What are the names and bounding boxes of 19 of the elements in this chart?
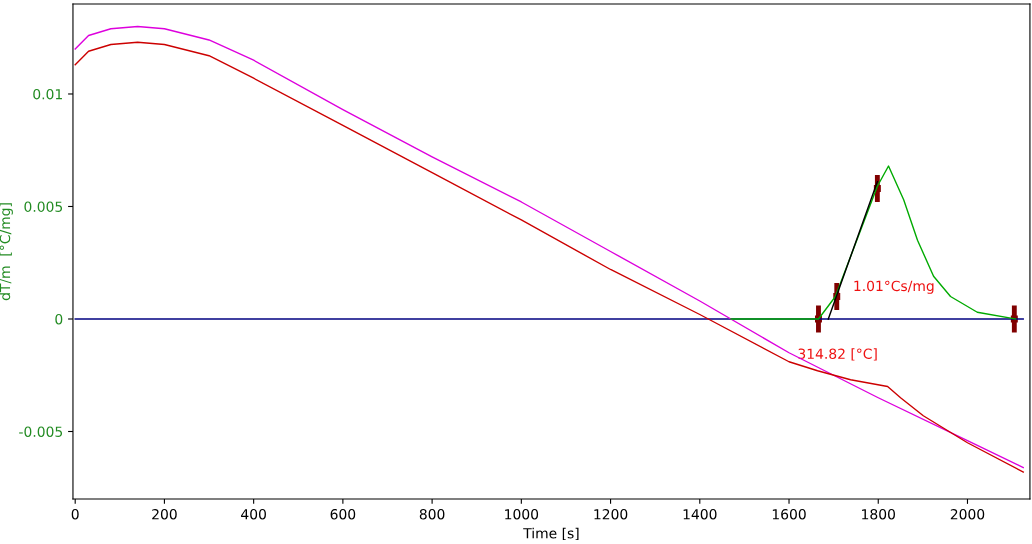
y-tick-label: 0.01 <box>33 88 62 100</box>
x-tick-label: 0 <box>71 508 79 520</box>
x-tick-label: 1400 <box>683 508 717 520</box>
x-tick-label: 1000 <box>505 508 539 520</box>
y-axis-title: dT/m [°C/mg] <box>0 203 13 301</box>
x-tick-label: 800 <box>419 508 445 520</box>
x-tick-label: 1200 <box>594 508 628 520</box>
x-axis-title: Time [s] <box>523 527 579 541</box>
y-tick-label: 0.005 <box>24 201 63 212</box>
x-tick-label: 200 <box>152 508 177 520</box>
x-tick-label: 600 <box>330 508 356 520</box>
x-tick-label: 400 <box>241 508 266 520</box>
annotation: 314.82 [°C] <box>798 348 877 361</box>
x-tick-label: 1600 <box>772 508 806 520</box>
x-tick-label: 2000 <box>950 508 985 520</box>
x-tick-label: 1800 <box>862 508 895 520</box>
annotation: 1.01°Cs/mg <box>854 280 934 294</box>
y-tick-label: 0 <box>55 313 63 325</box>
y-tick-label: -0.005 <box>19 426 63 437</box>
